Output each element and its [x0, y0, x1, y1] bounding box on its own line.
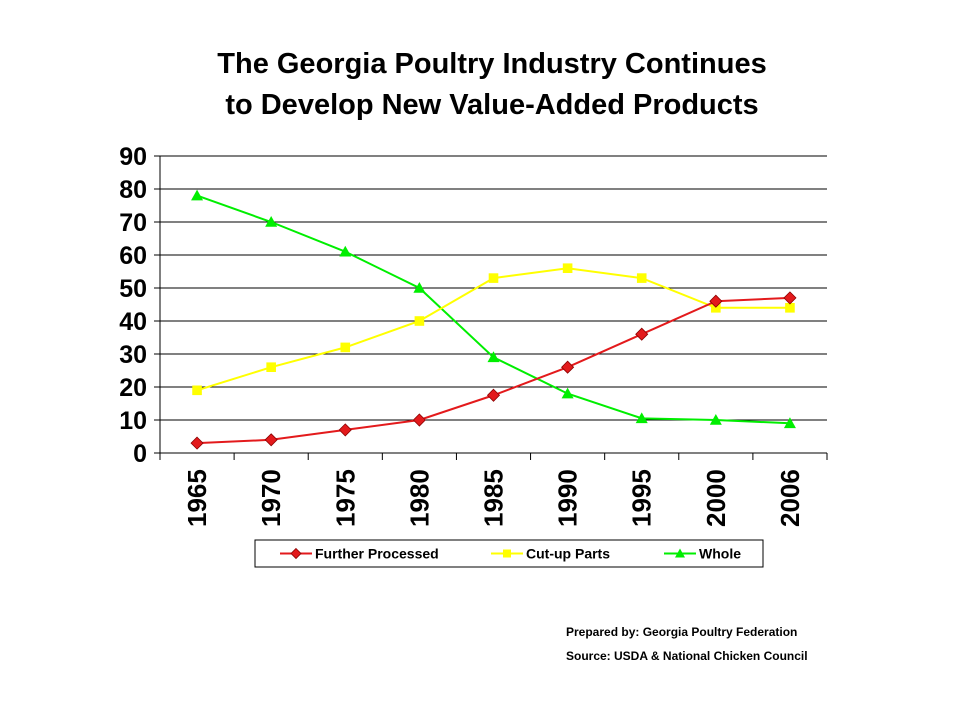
data-point — [412, 413, 426, 427]
data-point — [414, 316, 425, 326]
y-tick-label: 30 — [119, 341, 147, 369]
chart-title-line1: The Georgia Poultry Industry Continues — [217, 48, 767, 80]
data-point — [709, 414, 722, 425]
series-line — [196, 267, 790, 392]
data-point — [413, 282, 426, 293]
axes: 0 10 20 30 40 50 60 70 80 90 1965 1970 1975 1980 1985 1… — [119, 143, 828, 527]
y-tick-label: 10 — [119, 407, 147, 435]
data-point — [783, 291, 797, 305]
prepared-by-note: Prepared by: Georgia Poultry Federation — [566, 625, 798, 639]
y-tick-label: 0 — [133, 440, 147, 468]
data-point — [487, 351, 500, 363]
data-point — [264, 433, 278, 447]
data-point — [488, 273, 499, 283]
y-tick-label: 40 — [119, 308, 147, 336]
x-tick-label: 1965 — [182, 469, 212, 527]
data-point — [339, 245, 352, 257]
legend-item: Further Processed — [280, 546, 439, 562]
y-tick-label: 70 — [119, 209, 147, 237]
data-point — [709, 294, 723, 308]
x-tick-label: 1985 — [479, 469, 509, 527]
x-tick-label: 1990 — [553, 469, 583, 527]
source-note: Source: USDA & National Chicken Council — [566, 649, 808, 663]
y-tick-label: 20 — [119, 374, 147, 402]
data-point — [785, 303, 795, 313]
series-further-processed — [190, 291, 797, 450]
data-point — [486, 388, 501, 402]
y-tick-label: 90 — [119, 143, 147, 171]
legend-item: Cut-up Parts — [491, 546, 610, 562]
x-tick-label: 1975 — [330, 469, 360, 527]
data-point — [340, 342, 351, 353]
series-line — [197, 296, 790, 445]
series-cut-up-parts — [192, 263, 795, 396]
data-point — [562, 263, 573, 273]
data-point — [675, 548, 685, 558]
x-tick-label: 1970 — [256, 469, 286, 527]
data-point — [191, 189, 204, 201]
data-point — [338, 423, 352, 437]
legend-label: Whole — [699, 546, 741, 562]
data-point — [711, 303, 721, 313]
data-point — [561, 387, 574, 399]
data-point — [192, 385, 202, 396]
series-group — [190, 189, 797, 450]
x-tick-label: 1995 — [627, 469, 657, 527]
data-point — [503, 549, 511, 558]
data-point — [561, 360, 575, 374]
legend-label: Cut-up Parts — [526, 546, 610, 562]
y-tick-label: 80 — [119, 176, 147, 204]
chart-title-line2: to Develop New Value-Added Products — [225, 89, 759, 121]
data-point — [290, 547, 302, 560]
series-whole — [191, 189, 796, 429]
legend-label: Further Processed — [315, 546, 439, 562]
data-point — [636, 273, 647, 283]
legend: Further Processed Cut-up Parts Whole — [254, 539, 764, 568]
x-tick-label: 1980 — [404, 469, 434, 527]
y-tick-label: 50 — [119, 275, 147, 303]
data-point — [266, 362, 276, 372]
gridlines — [160, 155, 827, 421]
y-tick-label: 60 — [119, 242, 147, 270]
chart-title: The Georgia Poultry Industry Continues t… — [0, 44, 960, 126]
data-point — [635, 412, 648, 424]
legend-item: Whole — [664, 546, 741, 562]
x-tick-label: 2000 — [701, 469, 731, 527]
x-tick-label: 2006 — [775, 469, 805, 527]
data-point — [635, 327, 649, 341]
data-point — [265, 216, 278, 227]
data-point — [190, 436, 204, 450]
data-point — [783, 417, 796, 429]
